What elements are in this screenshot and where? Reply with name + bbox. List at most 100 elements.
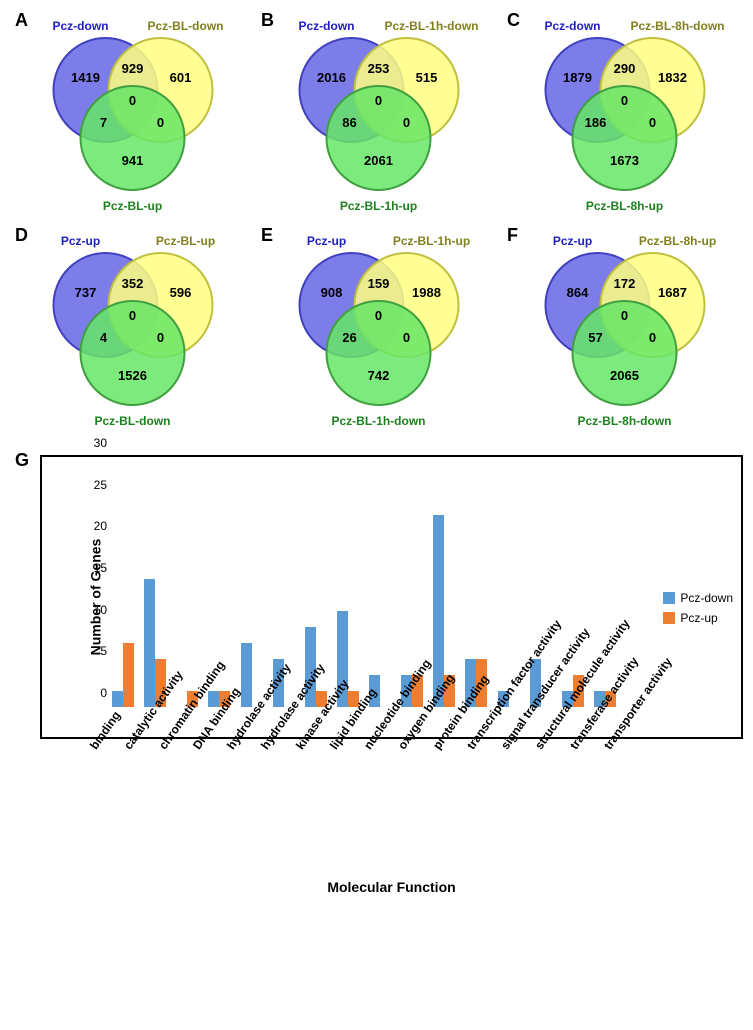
x-labels: bindingcatalytic activitychromatin bindi…	[75, 739, 623, 909]
bar-down	[144, 579, 155, 707]
venn-n-center: 0	[129, 308, 136, 323]
venn-n-right: 596	[170, 285, 192, 300]
venn-n-rb: 0	[403, 330, 410, 345]
y-tick: 30	[77, 436, 107, 450]
y-tick: 0	[77, 686, 107, 700]
venn-n-right: 1988	[412, 285, 441, 300]
venn-svg: Pcz-up Pcz-BL-8h-up Pcz-BL-8h-down 864 1…	[502, 225, 743, 435]
venn-n-lb: 26	[342, 330, 356, 345]
venn-n-bottom: 1673	[610, 153, 639, 168]
venn-label-right: Pcz-BL-8h-down	[631, 19, 725, 33]
venn-n-lr: 929	[122, 61, 144, 76]
venn-svg: Pcz-down Pcz-BL-1h-down Pcz-BL-1h-up 201…	[256, 10, 497, 220]
venn-n-bottom: 2061	[364, 153, 393, 168]
venn-n-right: 1832	[658, 70, 687, 85]
y-tick: 20	[77, 519, 107, 533]
venn-n-left: 908	[321, 285, 343, 300]
venn-svg: Pcz-up Pcz-BL-up Pcz-BL-down 737 596 152…	[10, 225, 251, 435]
panel-letter: C	[507, 10, 520, 31]
venn-n-rb: 0	[157, 115, 164, 130]
venn-label-bottom: Pcz-BL-1h-down	[332, 414, 426, 428]
venn-n-left: 864	[567, 285, 589, 300]
venn-label-left: Pcz-up	[61, 234, 100, 248]
venn-n-lb: 4	[100, 330, 108, 345]
venn-n-bottom: 2065	[610, 368, 639, 383]
venn-label-bottom: Pcz-BL-down	[95, 414, 171, 428]
venn-n-lb: 86	[342, 115, 356, 130]
venn-n-right: 515	[416, 70, 438, 85]
venn-n-bottom: 742	[368, 368, 390, 383]
panel-letter-g: G	[15, 450, 29, 471]
venn-n-bottom: 941	[122, 153, 144, 168]
venn-label-bottom: Pcz-BL-1h-up	[340, 199, 417, 213]
venn-n-lb: 7	[100, 115, 107, 130]
panel-letter: A	[15, 10, 28, 31]
venn-label-bottom: Pcz-BL-8h-down	[578, 414, 672, 428]
legend-label: Pcz-up	[680, 611, 717, 625]
venn-n-lb: 57	[588, 330, 602, 345]
venn-n-right: 1687	[658, 285, 687, 300]
venn-svg: Pcz-up Pcz-BL-1h-up Pcz-BL-1h-down 908 1…	[256, 225, 497, 435]
bar-up	[123, 643, 134, 707]
venn-n-center: 0	[375, 93, 382, 108]
legend-item: Pcz-up	[663, 611, 733, 625]
panel-letter: E	[261, 225, 273, 246]
venn-panel-d: D Pcz-up Pcz-BL-up Pcz-BL-down 737 596 1…	[10, 225, 251, 435]
bar-down	[112, 691, 123, 707]
venn-panel-c: C Pcz-down Pcz-BL-8h-down Pcz-BL-8h-up 1…	[502, 10, 743, 220]
venn-n-rb: 0	[157, 330, 164, 345]
venn-panel-f: F Pcz-up Pcz-BL-8h-up Pcz-BL-8h-down 864…	[502, 225, 743, 435]
legend-swatch	[663, 612, 675, 624]
venn-n-rb: 0	[649, 330, 656, 345]
bar-down	[241, 643, 252, 707]
venn-n-center: 0	[621, 308, 628, 323]
panel-letter: F	[507, 225, 518, 246]
venn-label-bottom: Pcz-BL-up	[103, 199, 162, 213]
venn-label-right: Pcz-BL-down	[148, 19, 224, 33]
y-tick: 5	[77, 644, 107, 658]
venn-n-right: 601	[170, 70, 192, 85]
y-tick: 15	[77, 561, 107, 575]
venn-n-lr: 172	[614, 276, 636, 291]
y-axis: 051015202530	[72, 457, 107, 707]
venn-label-right: Pcz-BL-up	[156, 234, 215, 248]
venn-svg: Pcz-down Pcz-BL-down Pcz-BL-up 1419 601 …	[10, 10, 251, 220]
venn-n-rb: 0	[649, 115, 656, 130]
venn-n-lr: 352	[122, 276, 144, 291]
venn-n-left: 737	[75, 285, 97, 300]
legend-swatch	[663, 592, 675, 604]
venn-label-right: Pcz-BL-1h-down	[385, 19, 479, 33]
venn-label-left: Pcz-up	[307, 234, 346, 248]
plot-area	[107, 467, 621, 707]
venn-n-lr: 159	[368, 276, 390, 291]
venn-n-lr: 253	[368, 61, 390, 76]
venn-n-left: 2016	[317, 70, 346, 85]
venn-n-lb: 186	[585, 115, 607, 130]
venn-panel-a: A Pcz-down Pcz-BL-down Pcz-BL-up 1419 60…	[10, 10, 251, 220]
venn-label-bottom: Pcz-BL-8h-up	[586, 199, 663, 213]
venn-label-left: Pcz-down	[545, 19, 601, 33]
venn-label-left: Pcz-down	[53, 19, 109, 33]
venn-grid: A Pcz-down Pcz-BL-down Pcz-BL-up 1419 60…	[10, 10, 743, 435]
venn-n-bottom: 1526	[118, 368, 147, 383]
venn-svg: Pcz-down Pcz-BL-8h-down Pcz-BL-8h-up 187…	[502, 10, 743, 220]
bar-group	[112, 643, 134, 707]
legend-item: Pcz-down	[663, 591, 733, 605]
venn-n-center: 0	[129, 93, 136, 108]
venn-n-center: 0	[375, 308, 382, 323]
venn-n-left: 1879	[563, 70, 592, 85]
bar-chart-panel: G Number of Genes 051015202530 Pcz-downP…	[10, 455, 743, 895]
venn-n-lr: 290	[614, 61, 636, 76]
venn-label-right: Pcz-BL-1h-up	[393, 234, 470, 248]
venn-label-right: Pcz-BL-8h-up	[639, 234, 716, 248]
legend: Pcz-down Pcz-up	[663, 591, 733, 631]
venn-panel-b: B Pcz-down Pcz-BL-1h-down Pcz-BL-1h-up 2…	[256, 10, 497, 220]
venn-label-left: Pcz-up	[553, 234, 592, 248]
y-tick: 10	[77, 603, 107, 617]
venn-n-rb: 0	[403, 115, 410, 130]
panel-letter: B	[261, 10, 274, 31]
panel-letter: D	[15, 225, 28, 246]
y-tick: 25	[77, 478, 107, 492]
venn-n-center: 0	[621, 93, 628, 108]
legend-label: Pcz-down	[680, 591, 733, 605]
